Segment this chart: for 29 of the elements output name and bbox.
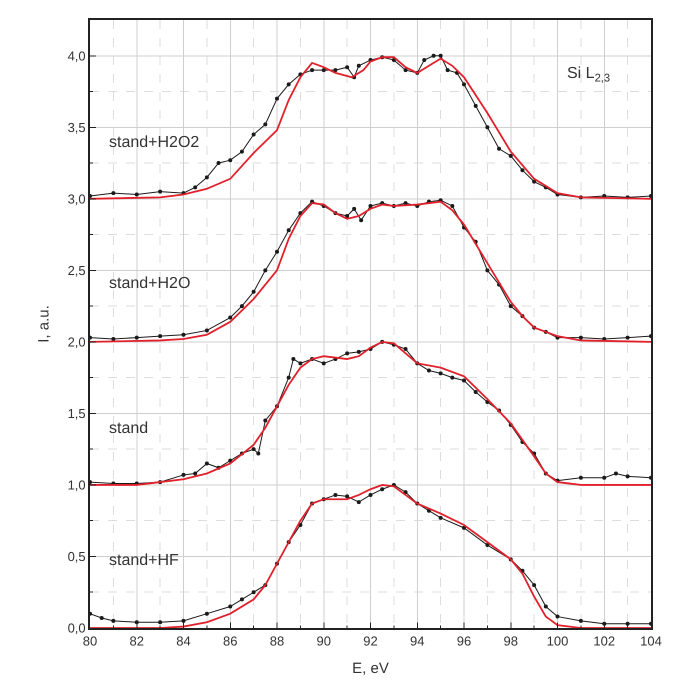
annotation: Si L$_{2,3}$	[567, 65, 610, 84]
y-tick-label: 2,0	[68, 334, 86, 350]
y-tick-label: 0,0	[68, 620, 86, 636]
text: stand+H2O	[109, 275, 190, 292]
y-tick-label: 1,0	[68, 477, 86, 492]
x-tick-label: 92	[363, 633, 378, 648]
x-tick-label: 98	[504, 633, 518, 648]
text: stand	[109, 420, 148, 437]
y-tick-label: 3,5	[68, 120, 86, 135]
y-tick-label: 2,5	[68, 262, 86, 278]
x-tick-label: 88	[270, 633, 284, 648]
series-label: stand+H2O2	[109, 134, 200, 151]
x-tick-label: 90	[316, 633, 331, 648]
x-axis-title: E, eV	[352, 660, 389, 677]
x-tick-label: 102	[593, 633, 616, 648]
x-tick-label: 86	[223, 633, 238, 648]
x-tick-label: 84	[176, 633, 191, 648]
x-tick-label: 104	[640, 633, 662, 648]
y-tick-label: 4,0	[68, 48, 86, 64]
y-tick-label: 3,0	[68, 191, 86, 206]
x-tick-label: 100	[546, 633, 568, 648]
y-axis-title: I, a.u.	[35, 305, 52, 343]
x-tick-label: 80	[82, 633, 98, 648]
x-tick-label: 82	[130, 633, 144, 648]
x-tick-label: 94	[410, 633, 424, 648]
y-tick-label: 1,5	[68, 406, 86, 421]
y-tick-label: 0,5	[68, 549, 86, 564]
x-tick-label: 96	[456, 633, 472, 648]
text: stand+HF	[109, 552, 180, 569]
